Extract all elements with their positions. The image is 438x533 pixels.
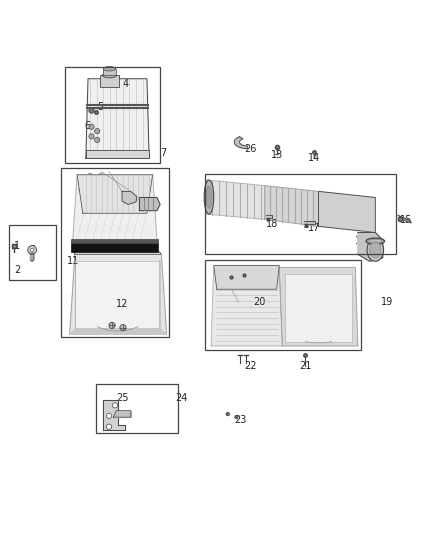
Text: 1: 1: [14, 241, 20, 251]
Text: 20: 20: [253, 297, 265, 308]
Bar: [205, 260, 361, 350]
Bar: [71, 239, 158, 243]
Text: 25: 25: [116, 393, 128, 403]
Polygon shape: [318, 191, 375, 232]
Text: 19: 19: [381, 297, 393, 308]
Ellipse shape: [102, 72, 117, 78]
Polygon shape: [234, 137, 247, 149]
Circle shape: [28, 246, 36, 254]
Text: 23: 23: [234, 415, 246, 425]
Text: 22: 22: [244, 361, 257, 371]
Ellipse shape: [367, 239, 384, 261]
Polygon shape: [86, 79, 149, 158]
Text: 18: 18: [266, 219, 279, 229]
Text: 6: 6: [84, 121, 90, 131]
Polygon shape: [279, 268, 358, 346]
Polygon shape: [70, 330, 166, 334]
Polygon shape: [398, 215, 411, 223]
Circle shape: [30, 248, 34, 252]
Text: 10: 10: [148, 200, 160, 210]
Bar: [103, 69, 116, 75]
Text: 8: 8: [77, 184, 83, 194]
Circle shape: [113, 403, 118, 408]
Text: 5: 5: [97, 102, 103, 112]
Ellipse shape: [204, 180, 214, 214]
Text: 11: 11: [67, 256, 79, 266]
Polygon shape: [77, 175, 152, 213]
Polygon shape: [358, 232, 383, 261]
Polygon shape: [207, 180, 265, 220]
Polygon shape: [113, 410, 131, 417]
Polygon shape: [30, 253, 34, 261]
Text: 3: 3: [29, 245, 35, 255]
Polygon shape: [140, 198, 160, 211]
Text: 14: 14: [308, 153, 320, 163]
Circle shape: [89, 134, 94, 139]
Polygon shape: [265, 185, 318, 227]
Circle shape: [89, 124, 94, 130]
Bar: [205, 174, 396, 254]
Text: 2: 2: [14, 265, 21, 275]
Circle shape: [95, 138, 100, 142]
Ellipse shape: [206, 186, 212, 208]
Text: 17: 17: [308, 223, 320, 233]
Bar: [96, 384, 178, 433]
Bar: [9, 224, 56, 280]
Polygon shape: [122, 191, 137, 205]
Circle shape: [95, 128, 100, 134]
Bar: [61, 168, 169, 337]
Ellipse shape: [370, 241, 381, 258]
Ellipse shape: [103, 67, 116, 71]
Text: 26: 26: [244, 144, 257, 155]
Circle shape: [120, 325, 126, 330]
Bar: [86, 150, 149, 158]
Text: 7: 7: [160, 148, 166, 158]
Bar: [100, 75, 119, 87]
Text: 9: 9: [134, 184, 140, 194]
Polygon shape: [214, 265, 279, 289]
Circle shape: [106, 424, 112, 430]
Polygon shape: [71, 249, 161, 254]
Text: 13: 13: [271, 150, 283, 160]
Circle shape: [226, 413, 230, 416]
Text: 24: 24: [176, 393, 188, 403]
Bar: [75, 261, 160, 328]
Circle shape: [109, 322, 115, 328]
Text: 4: 4: [122, 79, 128, 89]
Polygon shape: [266, 215, 272, 217]
Ellipse shape: [366, 238, 385, 244]
Bar: [286, 274, 352, 342]
Polygon shape: [70, 254, 166, 334]
Polygon shape: [73, 175, 157, 241]
Polygon shape: [103, 400, 125, 430]
Circle shape: [235, 415, 238, 419]
Text: 12: 12: [116, 298, 128, 309]
Circle shape: [106, 413, 112, 418]
Polygon shape: [304, 221, 315, 224]
Bar: [65, 67, 160, 163]
Bar: [71, 243, 158, 252]
Polygon shape: [211, 265, 283, 346]
Text: 16: 16: [355, 236, 367, 246]
Text: 15: 15: [400, 215, 412, 225]
Text: 21: 21: [299, 361, 311, 371]
